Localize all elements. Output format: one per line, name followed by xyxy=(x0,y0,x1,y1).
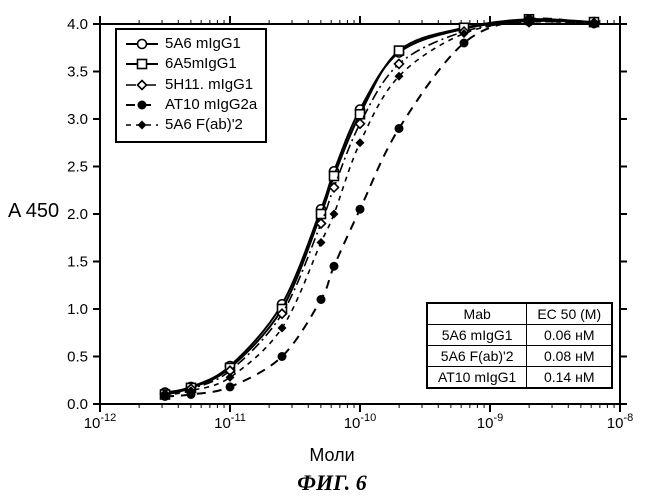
ec50-table: MabEC 50 (M)5А6 mIgG10.06 нМ5А6 F(ab)'20… xyxy=(426,302,613,389)
svg-text:2.0: 2.0 xyxy=(67,206,88,223)
svg-text:10-12: 10-12 xyxy=(84,412,117,432)
table-row: AT10 mIgG10.14 нМ xyxy=(427,367,612,389)
legend-label: 5А6 F(ab)'2 xyxy=(165,115,243,135)
svg-text:10-11: 10-11 xyxy=(214,412,246,432)
legend-label: 6А5mIgG1 xyxy=(165,54,237,74)
x-axis-label: Моли xyxy=(0,445,664,466)
legend-item: АТ10 mIgG2a xyxy=(125,95,257,115)
table-cell: 0.06 нМ xyxy=(527,325,612,346)
svg-text:0.5: 0.5 xyxy=(67,349,88,366)
legend-item: 6А5mIgG1 xyxy=(125,54,257,74)
table-row: 5А6 mIgG10.06 нМ xyxy=(427,325,612,346)
svg-text:2.5: 2.5 xyxy=(67,159,88,176)
table-row: 5А6 F(ab)'20.08 нМ xyxy=(427,346,612,367)
svg-text:10-9: 10-9 xyxy=(477,412,503,432)
legend-item: 5Н11. mIgG1 xyxy=(125,75,257,95)
figure-caption: ФИГ. 6 xyxy=(0,470,664,496)
table-cell: 5А6 F(ab)'2 xyxy=(427,346,527,367)
table-header: EC 50 (M) xyxy=(527,303,612,325)
table-cell: 0.14 нМ xyxy=(527,367,612,389)
svg-text:1.5: 1.5 xyxy=(67,254,88,271)
svg-text:10-10: 10-10 xyxy=(344,412,377,432)
svg-text:4.0: 4.0 xyxy=(67,16,88,33)
legend-label: 5А6 mIgG1 xyxy=(165,34,241,54)
legend-item: 5А6 F(ab)'2 xyxy=(125,115,257,135)
svg-text:0.0: 0.0 xyxy=(67,396,88,413)
table-cell: AT10 mIgG1 xyxy=(427,367,527,389)
y-axis-label: A 450 xyxy=(8,200,59,223)
legend-label: АТ10 mIgG2a xyxy=(165,95,257,115)
svg-text:3.0: 3.0 xyxy=(67,111,88,128)
table-header: Mab xyxy=(427,303,527,325)
legend-item: 5А6 mIgG1 xyxy=(125,34,257,54)
legend-box: 5А6 mIgG16А5mIgG15Н11. mIgG1АТ10 mIgG2a5… xyxy=(115,28,267,143)
table-cell: 0.08 нМ xyxy=(527,346,612,367)
svg-text:3.5: 3.5 xyxy=(67,64,88,81)
legend-label: 5Н11. mIgG1 xyxy=(165,75,253,95)
svg-text:10-8: 10-8 xyxy=(607,412,633,432)
svg-text:1.0: 1.0 xyxy=(67,301,88,318)
table-cell: 5А6 mIgG1 xyxy=(427,325,527,346)
